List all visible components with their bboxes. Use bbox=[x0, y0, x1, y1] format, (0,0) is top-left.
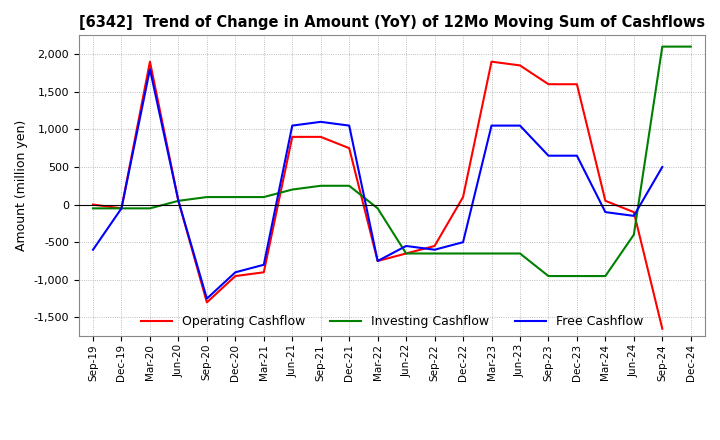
Free Cashflow bbox=[288, 123, 297, 128]
Operating Cashflow bbox=[572, 81, 581, 87]
Operating Cashflow bbox=[117, 206, 126, 211]
Free Cashflow bbox=[231, 270, 240, 275]
Operating Cashflow bbox=[459, 194, 467, 200]
Operating Cashflow bbox=[487, 59, 496, 64]
Free Cashflow bbox=[402, 243, 410, 249]
Operating Cashflow bbox=[431, 243, 439, 249]
Investing Cashflow bbox=[374, 206, 382, 211]
Investing Cashflow bbox=[601, 273, 610, 279]
Operating Cashflow bbox=[316, 134, 325, 139]
Free Cashflow bbox=[145, 66, 154, 72]
Investing Cashflow bbox=[174, 198, 183, 203]
Operating Cashflow bbox=[89, 202, 97, 207]
Free Cashflow bbox=[487, 123, 496, 128]
Operating Cashflow bbox=[658, 326, 667, 331]
Investing Cashflow bbox=[259, 194, 268, 200]
Operating Cashflow bbox=[288, 134, 297, 139]
Investing Cashflow bbox=[658, 44, 667, 49]
Investing Cashflow bbox=[686, 44, 695, 49]
Operating Cashflow bbox=[544, 81, 553, 87]
Free Cashflow bbox=[374, 258, 382, 264]
Free Cashflow bbox=[117, 206, 126, 211]
Investing Cashflow bbox=[89, 206, 97, 211]
Free Cashflow bbox=[658, 164, 667, 169]
Line: Free Cashflow: Free Cashflow bbox=[93, 69, 662, 299]
Free Cashflow bbox=[89, 247, 97, 253]
Operating Cashflow bbox=[402, 251, 410, 256]
Free Cashflow bbox=[202, 296, 211, 301]
Free Cashflow bbox=[259, 262, 268, 268]
Investing Cashflow bbox=[231, 194, 240, 200]
Operating Cashflow bbox=[202, 300, 211, 305]
Y-axis label: Amount (million yen): Amount (million yen) bbox=[15, 120, 28, 251]
Operating Cashflow bbox=[259, 270, 268, 275]
Operating Cashflow bbox=[174, 198, 183, 203]
Investing Cashflow bbox=[402, 251, 410, 256]
Investing Cashflow bbox=[629, 232, 638, 237]
Investing Cashflow bbox=[572, 273, 581, 279]
Investing Cashflow bbox=[544, 273, 553, 279]
Free Cashflow bbox=[516, 123, 524, 128]
Operating Cashflow bbox=[345, 146, 354, 151]
Investing Cashflow bbox=[516, 251, 524, 256]
Free Cashflow bbox=[629, 213, 638, 219]
Free Cashflow bbox=[174, 198, 183, 203]
Investing Cashflow bbox=[117, 206, 126, 211]
Title: [6342]  Trend of Change in Amount (YoY) of 12Mo Moving Sum of Cashflows: [6342] Trend of Change in Amount (YoY) o… bbox=[78, 15, 705, 30]
Operating Cashflow bbox=[374, 258, 382, 264]
Operating Cashflow bbox=[231, 273, 240, 279]
Legend: Operating Cashflow, Investing Cashflow, Free Cashflow: Operating Cashflow, Investing Cashflow, … bbox=[135, 310, 648, 333]
Investing Cashflow bbox=[345, 183, 354, 188]
Free Cashflow bbox=[316, 119, 325, 125]
Line: Investing Cashflow: Investing Cashflow bbox=[93, 47, 690, 276]
Free Cashflow bbox=[544, 153, 553, 158]
Free Cashflow bbox=[572, 153, 581, 158]
Free Cashflow bbox=[459, 239, 467, 245]
Investing Cashflow bbox=[431, 251, 439, 256]
Free Cashflow bbox=[345, 123, 354, 128]
Operating Cashflow bbox=[516, 63, 524, 68]
Investing Cashflow bbox=[202, 194, 211, 200]
Investing Cashflow bbox=[288, 187, 297, 192]
Investing Cashflow bbox=[316, 183, 325, 188]
Operating Cashflow bbox=[601, 198, 610, 203]
Operating Cashflow bbox=[629, 209, 638, 215]
Free Cashflow bbox=[601, 209, 610, 215]
Investing Cashflow bbox=[459, 251, 467, 256]
Free Cashflow bbox=[431, 247, 439, 253]
Investing Cashflow bbox=[145, 206, 154, 211]
Investing Cashflow bbox=[487, 251, 496, 256]
Line: Operating Cashflow: Operating Cashflow bbox=[93, 62, 662, 329]
Operating Cashflow bbox=[145, 59, 154, 64]
